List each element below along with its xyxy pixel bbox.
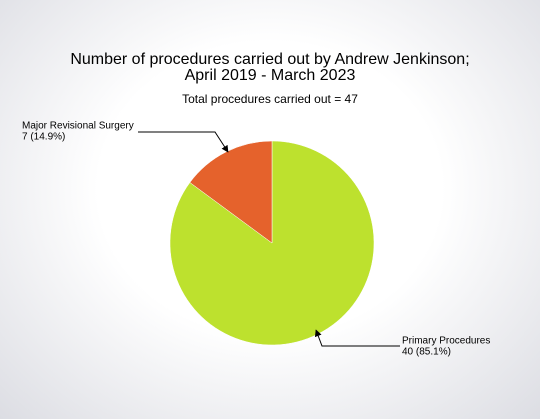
chart-subtitle: Total procedures carried out = 47 [182, 92, 358, 106]
leader-line [138, 131, 229, 153]
slice-value-label: 40 (85.1%) [402, 347, 451, 358]
leader-line [314, 329, 400, 347]
chart-title: April 2019 - March 2023 [185, 67, 356, 84]
slice-label: Major Revisional Surgery [22, 121, 134, 132]
chart-title: Number of procedures carried out by Andr… [70, 51, 469, 68]
slice-value-label: 7 (14.9%) [22, 132, 65, 143]
slice-label: Primary Procedures [402, 336, 490, 347]
